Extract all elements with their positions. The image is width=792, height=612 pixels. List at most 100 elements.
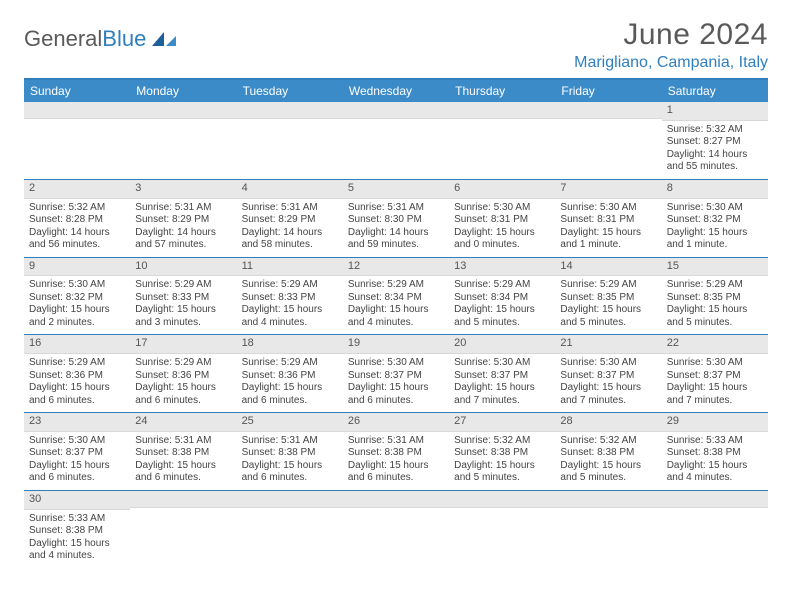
- daylight-text: Daylight: 15 hours and 6 minutes.: [135, 460, 231, 485]
- sunset-text: Sunset: 8:32 PM: [667, 214, 763, 227]
- sunrise-text: Sunrise: 5:29 AM: [135, 279, 231, 292]
- day-details: Sunrise: 5:31 AMSunset: 8:29 PMDaylight:…: [130, 199, 236, 257]
- calendar-week: 23Sunrise: 5:30 AMSunset: 8:37 PMDayligh…: [24, 413, 768, 491]
- calendar-day-cell: 14Sunrise: 5:29 AMSunset: 8:35 PMDayligh…: [555, 258, 661, 335]
- daylight-text: Daylight: 15 hours and 6 minutes.: [242, 382, 338, 407]
- sunrise-text: Sunrise: 5:29 AM: [29, 357, 125, 370]
- weekday-label: Saturday: [662, 80, 768, 102]
- sunset-text: Sunset: 8:37 PM: [667, 370, 763, 383]
- sunset-text: Sunset: 8:38 PM: [135, 447, 231, 460]
- day-number: 8: [662, 180, 768, 199]
- logo-text-general: General: [24, 26, 102, 52]
- sunrise-text: Sunrise: 5:29 AM: [135, 357, 231, 370]
- sunset-text: Sunset: 8:29 PM: [242, 214, 338, 227]
- sunrise-text: Sunrise: 5:32 AM: [667, 124, 763, 137]
- calendar-day-cell: 21Sunrise: 5:30 AMSunset: 8:37 PMDayligh…: [555, 335, 661, 412]
- daylight-text: Daylight: 15 hours and 4 minutes.: [29, 538, 125, 563]
- sunset-text: Sunset: 8:33 PM: [242, 292, 338, 305]
- sunrise-text: Sunrise: 5:33 AM: [29, 513, 125, 526]
- day-details: Sunrise: 5:30 AMSunset: 8:37 PMDaylight:…: [449, 354, 555, 412]
- day-number: 16: [24, 335, 130, 354]
- calendar-day-cell: [555, 102, 661, 179]
- day-number: 12: [343, 258, 449, 277]
- day-details: Sunrise: 5:30 AMSunset: 8:32 PMDaylight:…: [24, 276, 130, 334]
- logo: GeneralBlue: [24, 18, 178, 52]
- day-number: 3: [130, 180, 236, 199]
- day-number: 20: [449, 335, 555, 354]
- sunrise-text: Sunrise: 5:29 AM: [454, 279, 550, 292]
- weekday-label: Sunday: [24, 80, 130, 102]
- daylight-text: Daylight: 15 hours and 4 minutes.: [667, 460, 763, 485]
- day-number: [24, 102, 130, 119]
- calendar-day-cell: 15Sunrise: 5:29 AMSunset: 8:35 PMDayligh…: [662, 258, 768, 335]
- sunrise-text: Sunrise: 5:30 AM: [560, 202, 656, 215]
- calendar-day-cell: 28Sunrise: 5:32 AMSunset: 8:38 PMDayligh…: [555, 413, 661, 490]
- sunrise-text: Sunrise: 5:30 AM: [667, 202, 763, 215]
- calendar-day-cell: [449, 102, 555, 179]
- calendar-week: 30Sunrise: 5:33 AMSunset: 8:38 PMDayligh…: [24, 491, 768, 568]
- day-details: Sunrise: 5:29 AMSunset: 8:33 PMDaylight:…: [130, 276, 236, 334]
- daylight-text: Daylight: 14 hours and 57 minutes.: [135, 227, 231, 252]
- daylight-text: Daylight: 15 hours and 1 minute.: [667, 227, 763, 252]
- title-block: June 2024 Marigliano, Campania, Italy: [574, 18, 768, 72]
- calendar-day-cell: [237, 102, 343, 179]
- day-details: Sunrise: 5:29 AMSunset: 8:34 PMDaylight:…: [343, 276, 449, 334]
- day-details: Sunrise: 5:30 AMSunset: 8:31 PMDaylight:…: [555, 199, 661, 257]
- sunset-text: Sunset: 8:38 PM: [454, 447, 550, 460]
- sunrise-text: Sunrise: 5:30 AM: [29, 279, 125, 292]
- calendar-day-cell: 10Sunrise: 5:29 AMSunset: 8:33 PMDayligh…: [130, 258, 236, 335]
- calendar: Sunday Monday Tuesday Wednesday Thursday…: [24, 78, 768, 568]
- day-details: Sunrise: 5:31 AMSunset: 8:38 PMDaylight:…: [130, 432, 236, 490]
- day-number: 30: [24, 491, 130, 510]
- daylight-text: Daylight: 15 hours and 5 minutes.: [667, 304, 763, 329]
- daylight-text: Daylight: 15 hours and 6 minutes.: [135, 382, 231, 407]
- calendar-day-cell: 24Sunrise: 5:31 AMSunset: 8:38 PMDayligh…: [130, 413, 236, 490]
- sunset-text: Sunset: 8:38 PM: [348, 447, 444, 460]
- calendar-day-cell: 13Sunrise: 5:29 AMSunset: 8:34 PMDayligh…: [449, 258, 555, 335]
- day-details: Sunrise: 5:32 AMSunset: 8:28 PMDaylight:…: [24, 199, 130, 257]
- day-number: [130, 102, 236, 119]
- daylight-text: Daylight: 15 hours and 0 minutes.: [454, 227, 550, 252]
- sunset-text: Sunset: 8:37 PM: [29, 447, 125, 460]
- calendar-day-cell: [662, 491, 768, 568]
- day-details: Sunrise: 5:32 AMSunset: 8:27 PMDaylight:…: [662, 121, 768, 179]
- day-number: 26: [343, 413, 449, 432]
- weekday-label: Friday: [555, 80, 661, 102]
- daylight-text: Daylight: 14 hours and 59 minutes.: [348, 227, 444, 252]
- daylight-text: Daylight: 15 hours and 6 minutes.: [29, 382, 125, 407]
- day-number: [662, 491, 768, 508]
- daylight-text: Daylight: 14 hours and 58 minutes.: [242, 227, 338, 252]
- day-number: 7: [555, 180, 661, 199]
- weeks-container: 1Sunrise: 5:32 AMSunset: 8:27 PMDaylight…: [24, 102, 768, 568]
- daylight-text: Daylight: 15 hours and 2 minutes.: [29, 304, 125, 329]
- calendar-day-cell: [449, 491, 555, 568]
- day-details: Sunrise: 5:33 AMSunset: 8:38 PMDaylight:…: [24, 510, 130, 568]
- calendar-day-cell: [130, 102, 236, 179]
- day-number: 19: [343, 335, 449, 354]
- sunrise-text: Sunrise: 5:32 AM: [29, 202, 125, 215]
- sunset-text: Sunset: 8:35 PM: [560, 292, 656, 305]
- sunrise-text: Sunrise: 5:31 AM: [135, 435, 231, 448]
- day-number: [237, 491, 343, 508]
- sunset-text: Sunset: 8:31 PM: [560, 214, 656, 227]
- day-number: 24: [130, 413, 236, 432]
- sunrise-text: Sunrise: 5:32 AM: [454, 435, 550, 448]
- day-number: 15: [662, 258, 768, 277]
- daylight-text: Daylight: 15 hours and 7 minutes.: [454, 382, 550, 407]
- day-number: 4: [237, 180, 343, 199]
- calendar-day-cell: 17Sunrise: 5:29 AMSunset: 8:36 PMDayligh…: [130, 335, 236, 412]
- sunset-text: Sunset: 8:34 PM: [348, 292, 444, 305]
- day-details: Sunrise: 5:31 AMSunset: 8:29 PMDaylight:…: [237, 199, 343, 257]
- daylight-text: Daylight: 15 hours and 6 minutes.: [348, 460, 444, 485]
- day-number: 5: [343, 180, 449, 199]
- day-number: 17: [130, 335, 236, 354]
- calendar-week: 2Sunrise: 5:32 AMSunset: 8:28 PMDaylight…: [24, 180, 768, 258]
- day-number: [449, 102, 555, 119]
- sunrise-text: Sunrise: 5:31 AM: [242, 435, 338, 448]
- calendar-day-cell: 27Sunrise: 5:32 AMSunset: 8:38 PMDayligh…: [449, 413, 555, 490]
- location: Marigliano, Campania, Italy: [574, 54, 768, 72]
- calendar-day-cell: 25Sunrise: 5:31 AMSunset: 8:38 PMDayligh…: [237, 413, 343, 490]
- day-details: Sunrise: 5:29 AMSunset: 8:36 PMDaylight:…: [237, 354, 343, 412]
- day-number: [449, 491, 555, 508]
- day-number: [130, 491, 236, 508]
